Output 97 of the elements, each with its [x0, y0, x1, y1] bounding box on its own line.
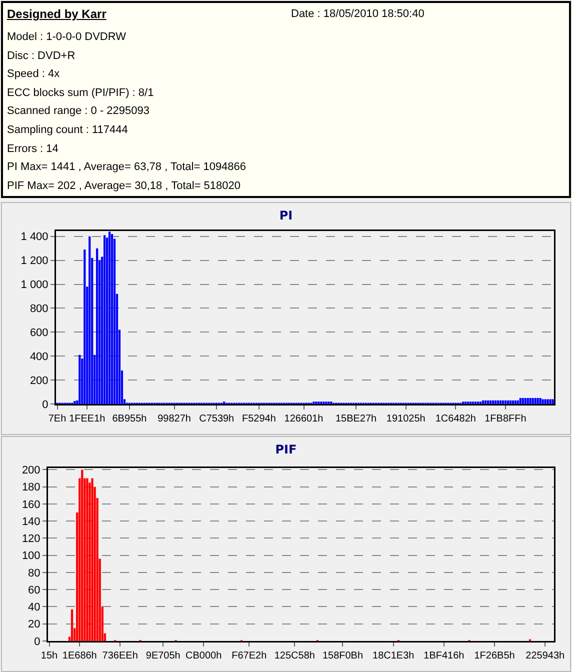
bar	[516, 400, 519, 404]
y-tick-label: 20	[28, 618, 40, 631]
bar	[78, 354, 81, 404]
text: Model : 1-0-0-0 DVDRW	[7, 31, 126, 43]
text: Date : 18/05/2010 18:50:40	[291, 8, 424, 20]
bar	[494, 400, 497, 404]
bar	[489, 400, 492, 404]
bar	[486, 400, 490, 404]
x-tick-label: 1FEE1h	[69, 414, 106, 424]
y-tick-label: 200	[30, 374, 48, 387]
bar	[512, 400, 514, 404]
bar	[514, 400, 516, 404]
chart-title: PI	[279, 208, 293, 222]
bar	[504, 400, 506, 404]
bar	[534, 398, 536, 404]
y-tick-label: 600	[30, 327, 48, 340]
bar	[104, 235, 106, 404]
y-tick-label: 0	[42, 398, 48, 411]
text: ECC blocks sum (PI/PIF) : 8/1	[7, 86, 154, 99]
x-tick-label: 1BF416h	[424, 650, 464, 662]
x-tick-label: 225943h	[526, 650, 565, 662]
bar	[536, 398, 539, 404]
y-tick-label: 0	[34, 636, 40, 648]
bar	[91, 478, 94, 641]
x-tick-label: 191025h	[386, 414, 426, 424]
x-tick-label: 99827h	[158, 414, 191, 424]
bar	[502, 400, 504, 404]
bar	[519, 398, 522, 404]
chart-title: PIF	[275, 442, 297, 456]
bar	[524, 398, 526, 404]
x-tick-label: 6B955h	[112, 414, 147, 424]
bar	[88, 236, 91, 404]
bar	[542, 399, 544, 404]
bar	[86, 478, 88, 641]
x-tick-label: 7Eh	[48, 414, 66, 424]
y-tick-label: 40	[28, 602, 40, 614]
bar	[70, 609, 74, 641]
y-tick-label: 160	[22, 498, 40, 511]
x-tick-label: CB000h	[186, 650, 222, 662]
bar	[546, 399, 549, 404]
text: PI Max= 1441 , Average= 63,78 , Total= 1094866	[7, 161, 246, 174]
bar	[509, 400, 512, 404]
y-tick-label: 1 400	[20, 231, 48, 244]
x-tick-label: 126601h	[284, 414, 324, 424]
x-tick-label: 158F0Bh	[322, 650, 364, 662]
y-tick-label: 800	[30, 303, 48, 316]
bar	[81, 470, 84, 641]
y-tick-label: 80	[28, 567, 40, 580]
x-tick-label: 1E686h	[62, 650, 97, 662]
bar	[544, 399, 546, 404]
bar	[539, 398, 542, 404]
y-tick-label: 1 200	[20, 255, 48, 268]
text: Disc : DVD+R	[7, 50, 76, 62]
text: Designed by Karr	[7, 7, 106, 21]
y-tick-label: 1 000	[20, 279, 48, 292]
y-tick-label: 140	[22, 516, 40, 528]
bar	[496, 400, 500, 404]
bar	[110, 234, 114, 404]
bar	[532, 398, 534, 404]
bar	[522, 398, 524, 404]
text: Scanned range : 0 - 2295093	[7, 105, 150, 118]
y-tick-label: 120	[22, 533, 40, 546]
bar	[506, 400, 509, 404]
x-tick-label: 15BE27h	[335, 414, 377, 424]
x-tick-label: 18C1E3h	[372, 650, 414, 662]
text: Sampling count : 117444	[7, 124, 128, 136]
text: Speed : 4x	[7, 68, 60, 80]
bar	[526, 398, 529, 404]
y-tick-label: 100	[22, 550, 40, 562]
text: PIF Max= 202 , Average= 30,18 , Total= 518020	[7, 180, 241, 192]
y-tick-label: 180	[22, 482, 40, 494]
bar	[552, 399, 554, 404]
bar	[74, 401, 76, 404]
bar	[84, 250, 86, 404]
bar	[492, 400, 494, 404]
bar	[108, 232, 111, 404]
bar	[499, 400, 502, 404]
x-tick-label: C7539h	[199, 414, 234, 424]
bar	[482, 400, 484, 404]
bar	[88, 482, 91, 641]
bar	[96, 248, 98, 404]
y-tick-label: 60	[28, 584, 40, 596]
bar	[484, 400, 487, 404]
y-tick-label: 400	[30, 350, 48, 363]
text: Errors : 14	[7, 142, 58, 155]
x-tick-label: F5294h	[242, 414, 276, 424]
x-tick-label: 15h	[40, 650, 58, 662]
bar	[529, 398, 532, 404]
y-tick-label: 200	[22, 464, 40, 477]
x-tick-label: 1FB8FFh	[484, 414, 526, 424]
x-tick-label: 736EEh	[102, 650, 138, 662]
x-tick-label: 1F26B5h	[474, 650, 515, 662]
x-tick-label: 1C6482h	[435, 414, 476, 424]
x-tick-label: 125C58h	[274, 650, 315, 662]
x-tick-label: F67E2h	[232, 650, 267, 662]
bar	[549, 399, 552, 404]
x-tick-label: 9E705h	[146, 650, 180, 662]
